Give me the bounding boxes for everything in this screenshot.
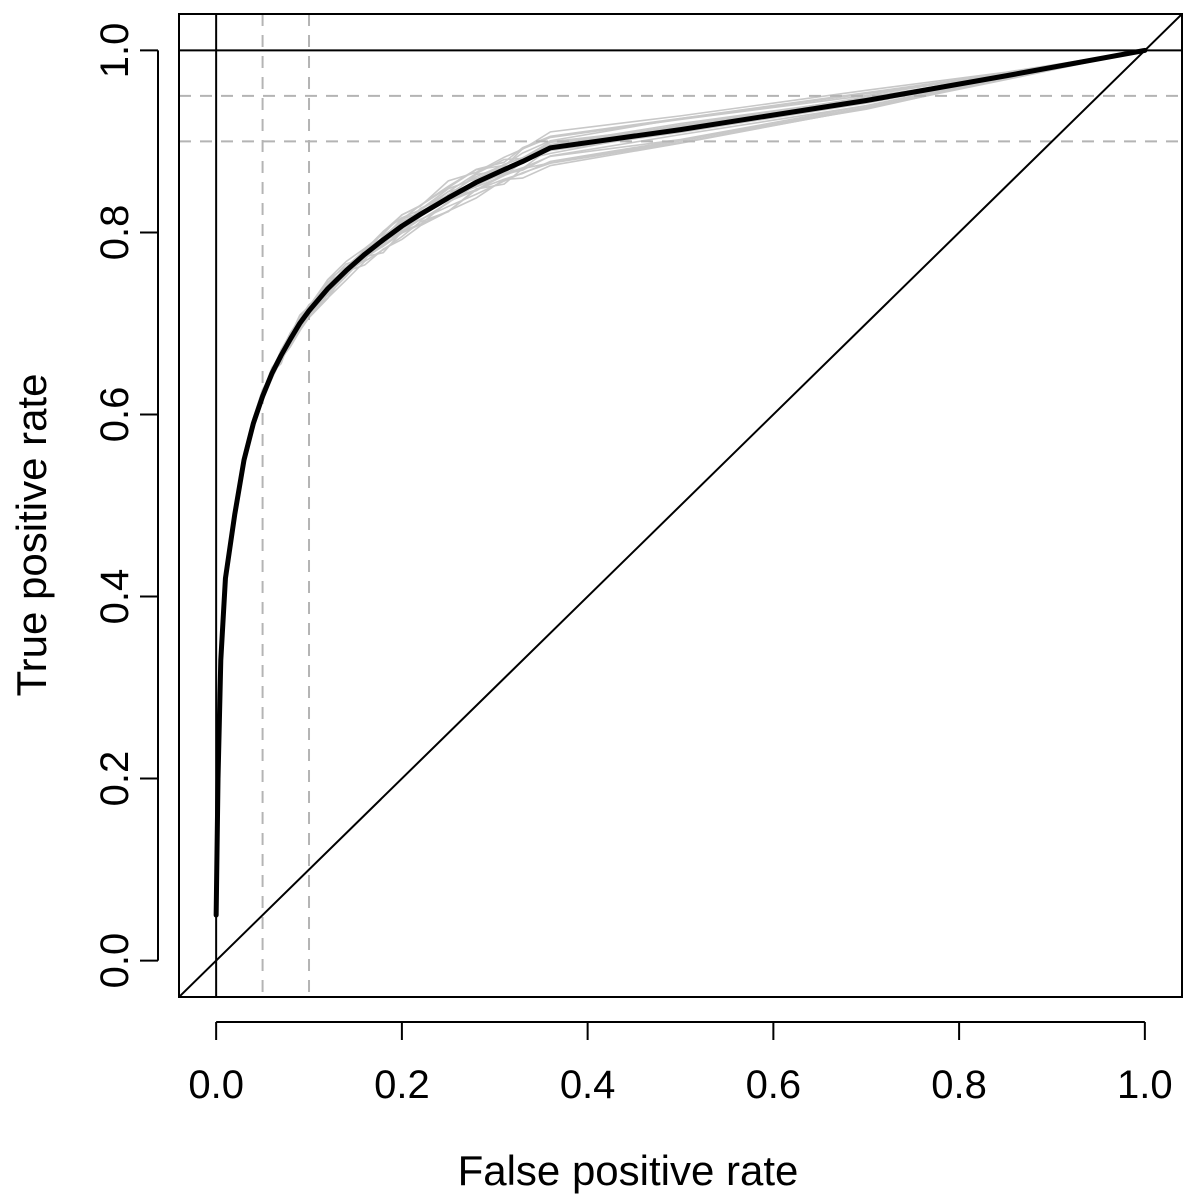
plot-frame — [178, 13, 1183, 998]
x-axis-title: False positive rate — [458, 1147, 799, 1194]
main-roc-curve-line — [213, 47, 1148, 918]
x-tick-label: 0.4 — [560, 1063, 616, 1107]
x-tick-label: 0.0 — [188, 1063, 244, 1107]
reference-lines — [179, 14, 1182, 997]
main-roc-curve — [213, 47, 1148, 918]
x-tick-label: 0.2 — [374, 1063, 430, 1107]
y-tick-label: 0.8 — [93, 205, 137, 261]
x-tick-label: 0.8 — [931, 1063, 987, 1107]
y-axis-title: True positive rate — [8, 374, 55, 697]
x-tick-label: 0.6 — [746, 1063, 802, 1107]
diagonal-chance-line — [179, 14, 1182, 997]
y-tick-label: 0.0 — [93, 933, 137, 989]
y-tick-label: 1.0 — [93, 23, 137, 79]
y-axis: 0.0 0.2 0.4 0.6 0.8 1.0 — [93, 23, 159, 989]
y-tick-label: 0.2 — [93, 751, 137, 807]
x-axis: 0.0 0.2 0.4 0.6 0.8 1.0 — [188, 1021, 1173, 1107]
y-tick-label: 0.4 — [93, 569, 137, 625]
x-tick-label: 1.0 — [1117, 1063, 1173, 1107]
y-tick-label: 0.6 — [93, 387, 137, 443]
